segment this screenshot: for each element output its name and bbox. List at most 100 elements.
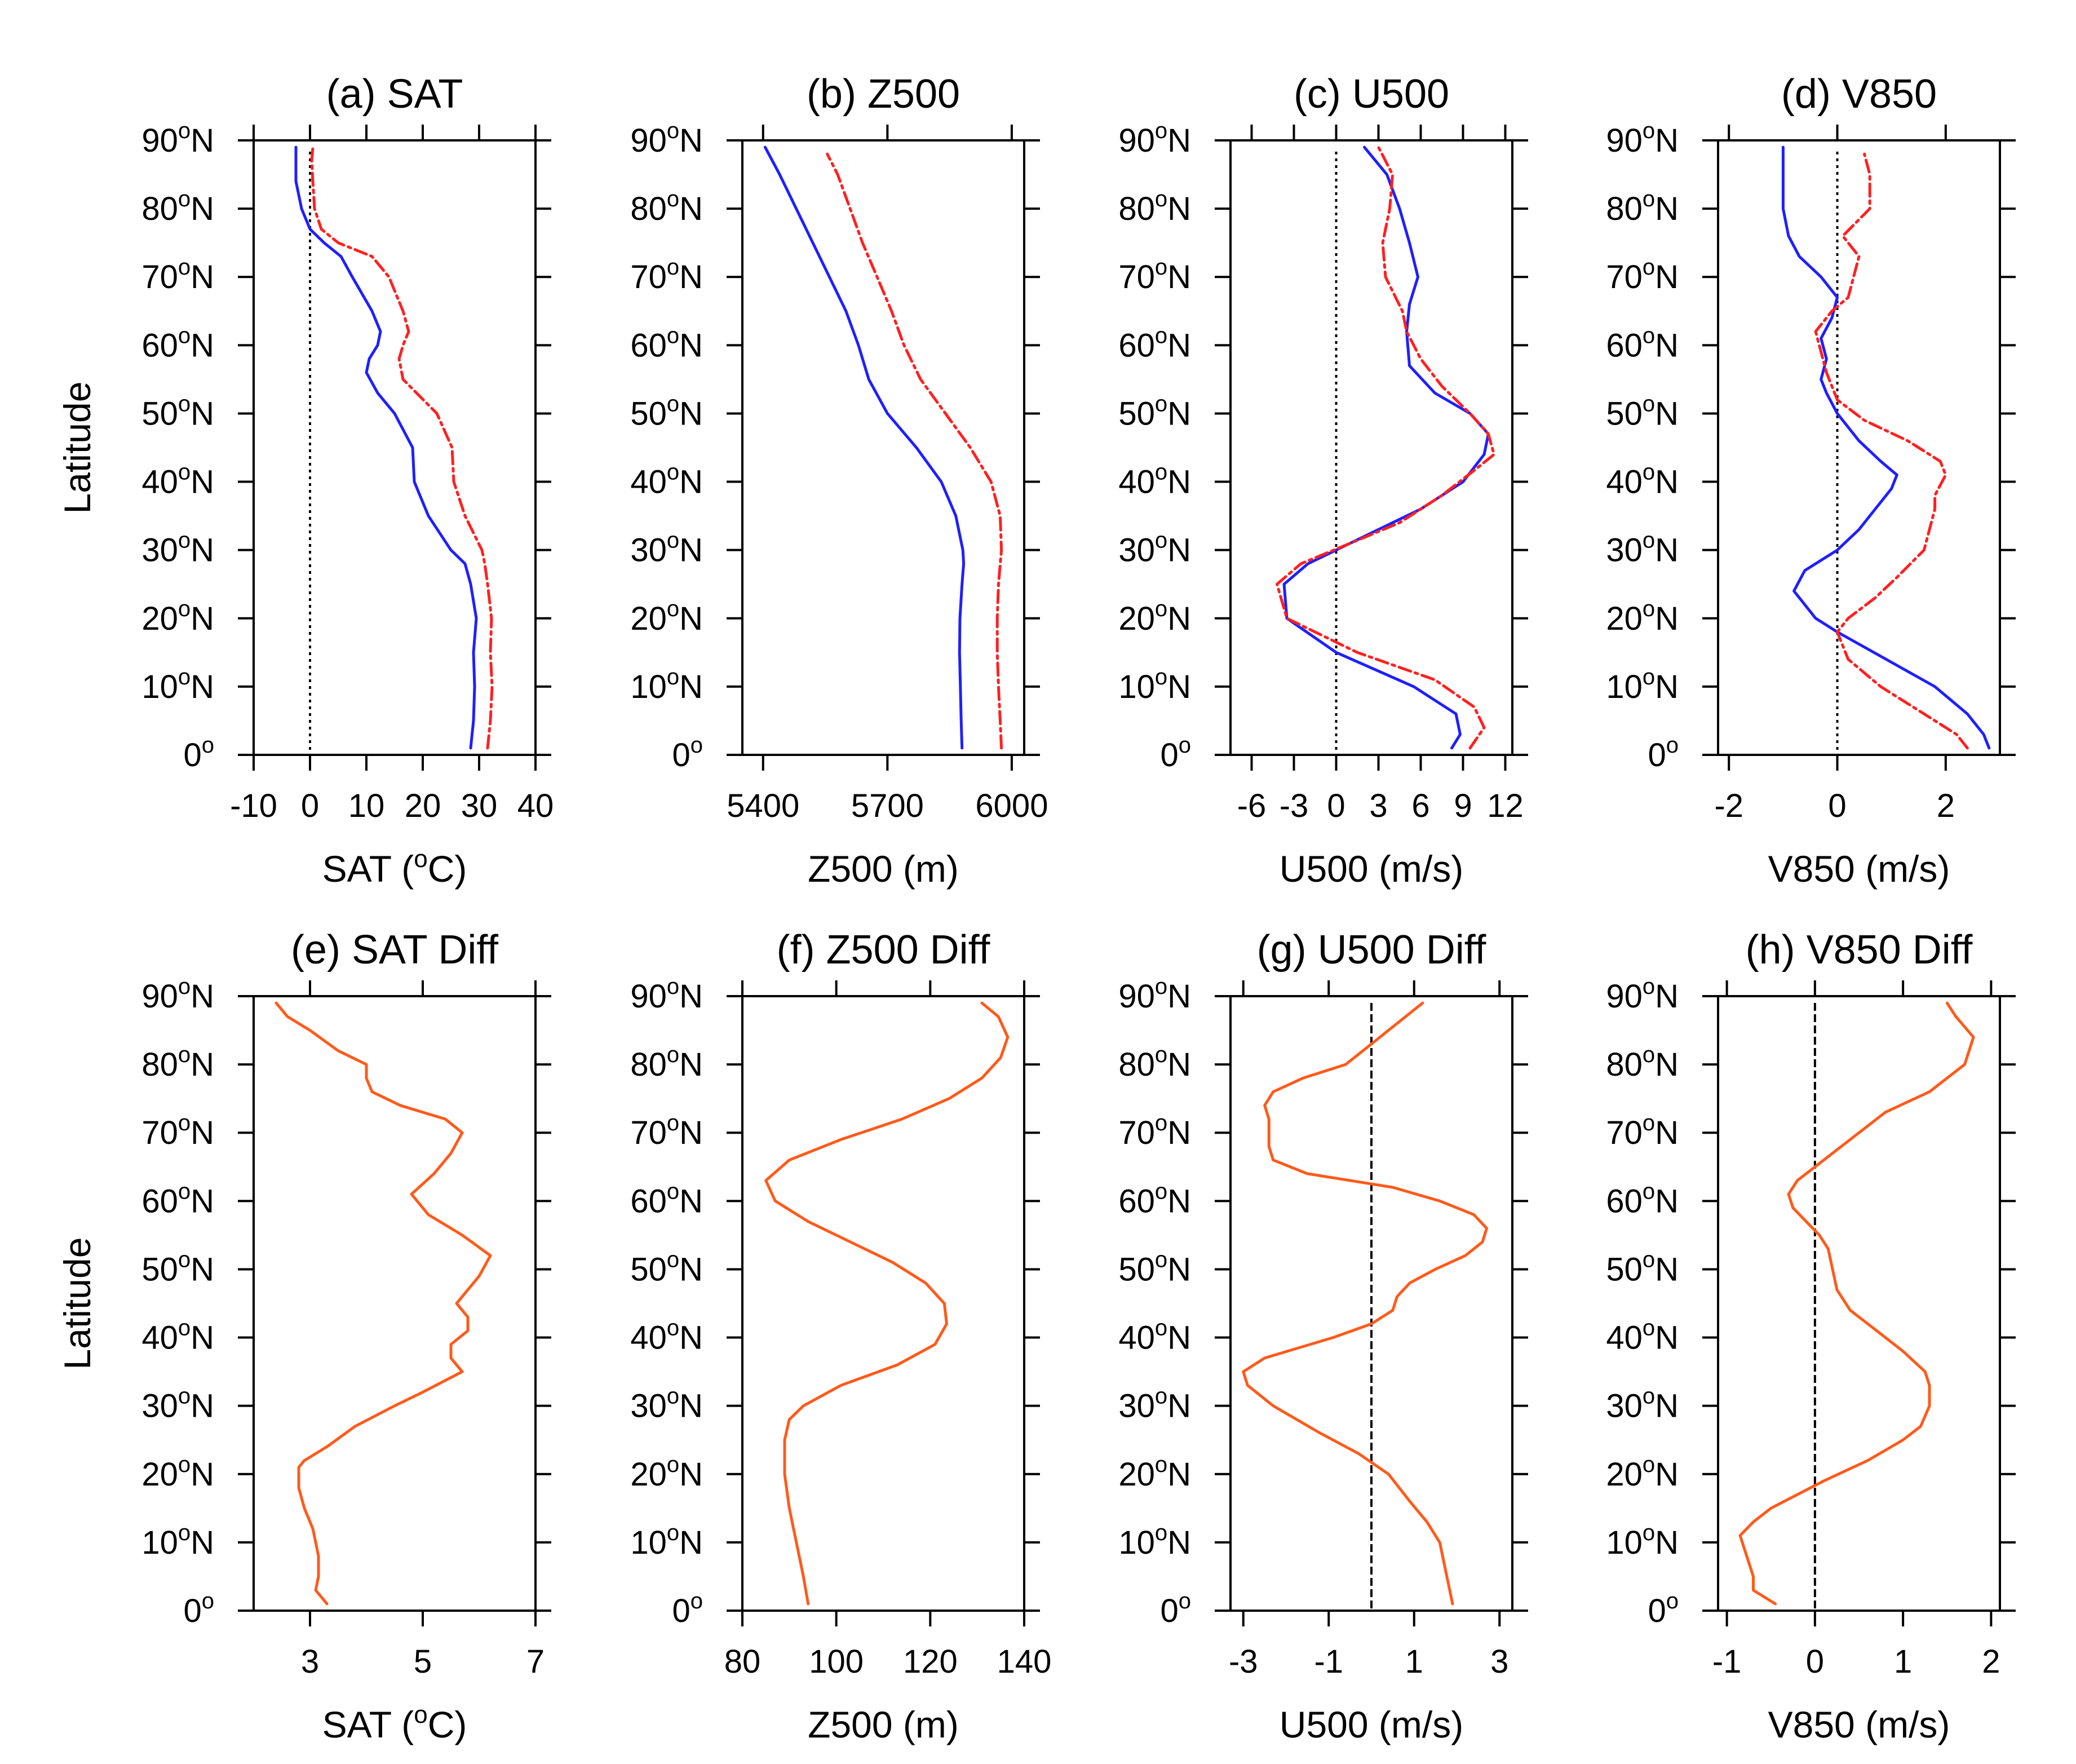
lat-tick-label: 20oN xyxy=(1118,1452,1191,1493)
x-axis-label: V850 (m/s) xyxy=(1768,848,1950,890)
plot-frame xyxy=(1229,139,1513,756)
x-tick-label: 2 xyxy=(1982,1643,2000,1680)
x-tick-label: 5700 xyxy=(851,788,924,824)
series-line-difference xyxy=(1738,1001,1975,1606)
lat-tick-label: 90oN xyxy=(1118,974,1191,1015)
panel-title: (c) U500 xyxy=(1294,72,1449,117)
lat-tick-label: 30oN xyxy=(141,528,214,569)
series-line-blue xyxy=(1781,145,1991,750)
lat-tick-label: 90oN xyxy=(141,974,214,1015)
lat-tick-label: 60oN xyxy=(1118,1179,1191,1219)
lat-tick-label: 10oN xyxy=(1118,665,1191,705)
lat-tick-label: 60oN xyxy=(141,323,214,364)
lat-tick-label: 90oN xyxy=(1118,118,1191,159)
lat-tick-label: 20oN xyxy=(1606,1452,1679,1493)
lat-tick-label: 70oN xyxy=(141,255,214,295)
series-line-blue xyxy=(763,145,966,750)
series-line-difference xyxy=(275,1001,492,1606)
lat-tick-label: 70oN xyxy=(630,1111,703,1151)
x-tick-label: 20 xyxy=(405,788,441,824)
lat-tick-label: 50oN xyxy=(630,391,703,432)
y-axis-label: Latitude xyxy=(56,1237,98,1370)
lat-tick-label: 80oN xyxy=(141,187,214,227)
lat-tick-label: 90oN xyxy=(630,974,703,1015)
lat-tick-label: 60oN xyxy=(1606,323,1679,364)
panel-a: (a) SAT 0o 10oN 20oN 30oN 40oN 50oN 60oN 70oN 80o… xyxy=(56,72,554,890)
x-tick-label: 7 xyxy=(526,1643,545,1680)
lat-tick-label: 0o xyxy=(1648,733,1679,773)
lat-tick-label: 0o xyxy=(1160,733,1191,773)
panel-title: (a) SAT xyxy=(326,72,463,117)
x-tick-label: 12 xyxy=(1487,788,1524,824)
lat-tick-label: 70oN xyxy=(1118,1111,1191,1151)
x-tick-label: 1 xyxy=(1894,1643,1912,1680)
panel-h: (h) V850 Diff 0o 10oN 20oN 30oN 40oN 50oN 60oN 7… xyxy=(1606,927,2016,1745)
x-axis-label: SAT (oC) xyxy=(322,845,467,890)
lat-tick-label: 20oN xyxy=(1118,596,1191,637)
x-tick-label: 0 xyxy=(1806,1643,1824,1680)
lat-tick-label: 20oN xyxy=(1606,596,1679,637)
lat-tick-label: 30oN xyxy=(1606,528,1679,569)
lat-tick-label: 70oN xyxy=(141,1111,214,1151)
lat-tick-label: 0o xyxy=(672,733,703,773)
lat-tick-label: 90oN xyxy=(1606,118,1679,159)
x-tick-label: -2 xyxy=(1714,788,1743,824)
series-line-red xyxy=(1276,145,1495,750)
lat-tick-label: 90oN xyxy=(1606,974,1679,1015)
x-axis-label: Z500 (m) xyxy=(808,848,959,890)
lat-tick-label: 20oN xyxy=(141,1452,214,1493)
series-line-red xyxy=(826,152,1003,750)
lat-tick-label: 80oN xyxy=(630,187,703,227)
series-line-difference xyxy=(1242,1001,1488,1606)
lat-tick-label: 10oN xyxy=(1606,665,1679,705)
lat-tick-label: 70oN xyxy=(1606,255,1679,295)
x-tick-label: -3 xyxy=(1229,1643,1258,1680)
lat-tick-label: 10oN xyxy=(1118,1520,1191,1561)
lat-tick-label: 90oN xyxy=(141,118,214,159)
series-line-red xyxy=(310,145,494,750)
plot-frame xyxy=(253,995,537,1612)
plot-frame xyxy=(741,995,1025,1612)
x-tick-label: 120 xyxy=(903,1643,958,1680)
x-axis-label: SAT (oC) xyxy=(322,1701,467,1745)
lat-tick-label: 50oN xyxy=(630,1247,703,1288)
series-line-blue xyxy=(1282,145,1490,750)
x-tick-label: -1 xyxy=(1712,1643,1742,1680)
x-tick-label: -1 xyxy=(1314,1643,1343,1680)
x-axis-label: U500 (m/s) xyxy=(1280,848,1463,890)
lat-tick-label: 70oN xyxy=(630,255,703,295)
lat-tick-label: 50oN xyxy=(1118,1247,1191,1288)
series-line-red xyxy=(1814,152,1969,750)
lat-tick-label: 10oN xyxy=(141,665,214,705)
panel-title: (d) V850 xyxy=(1781,72,1937,117)
panel-title: (e) SAT Diff xyxy=(291,927,499,972)
lat-tick-label: 60oN xyxy=(141,1179,214,1219)
lat-tick-label: 70oN xyxy=(1606,1111,1679,1151)
lat-tick-label: 30oN xyxy=(141,1384,214,1425)
x-tick-label: 0 xyxy=(1327,788,1345,824)
lat-tick-label: 80oN xyxy=(141,1042,214,1083)
panel-b: (b) Z500 0o 10oN 20oN 30oN 40oN 50oN 60oN 70oN 80… xyxy=(630,72,1048,890)
lat-tick-label: 0o xyxy=(672,1589,703,1629)
lat-tick-label: 40oN xyxy=(141,1316,214,1356)
x-tick-label: 0 xyxy=(1828,788,1846,824)
x-tick-label: -6 xyxy=(1237,788,1267,824)
x-tick-label: 2 xyxy=(1937,788,1955,824)
plot-frame xyxy=(253,139,537,756)
x-tick-label: 80 xyxy=(724,1643,761,1680)
panel-f: (f) Z500 Diff 0o 10oN 20oN 30oN 40oN 50oN 60oN 7… xyxy=(630,927,1051,1745)
lat-tick-label: 50oN xyxy=(1606,391,1679,432)
lat-tick-label: 30oN xyxy=(1606,1384,1679,1425)
panel-title: (g) U500 Diff xyxy=(1257,927,1487,972)
panel-title: (f) Z500 Diff xyxy=(777,927,991,972)
x-tick-label: 6 xyxy=(1411,788,1429,824)
lat-tick-label: 60oN xyxy=(630,323,703,364)
x-tick-label: 3 xyxy=(1369,788,1387,824)
x-tick-label: 40 xyxy=(517,788,554,824)
lat-tick-label: 20oN xyxy=(630,1452,703,1493)
lat-tick-label: 20oN xyxy=(141,596,214,637)
lat-tick-label: 0o xyxy=(1648,1589,1679,1629)
x-tick-label: 5400 xyxy=(727,788,799,824)
lat-tick-label: 70oN xyxy=(1118,255,1191,295)
